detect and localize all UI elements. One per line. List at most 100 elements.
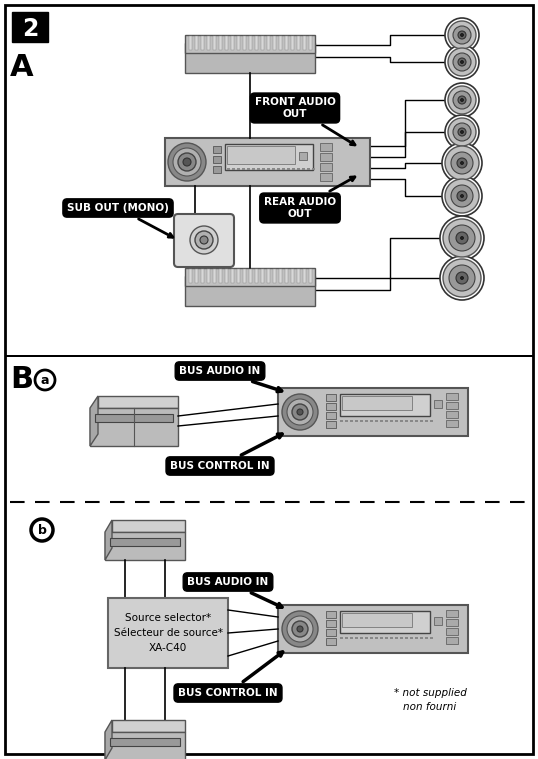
Circle shape	[457, 158, 467, 168]
Bar	[297, 269, 300, 283]
Bar	[415, 637, 418, 638]
FancyBboxPatch shape	[174, 214, 234, 267]
Circle shape	[195, 231, 213, 249]
Bar	[446, 411, 458, 418]
Bar	[410, 637, 413, 638]
Bar	[446, 610, 458, 617]
Bar	[390, 420, 393, 421]
Circle shape	[458, 128, 466, 136]
Bar	[227, 168, 230, 169]
Circle shape	[297, 409, 303, 415]
Bar	[297, 168, 300, 169]
Bar	[98, 396, 178, 408]
Bar	[320, 143, 332, 151]
Circle shape	[448, 118, 476, 146]
Bar	[395, 637, 398, 638]
Circle shape	[35, 370, 55, 390]
Bar	[105, 732, 185, 759]
Bar	[320, 163, 332, 171]
Circle shape	[458, 31, 466, 39]
Circle shape	[461, 33, 464, 36]
Text: Source selector*
Sélecteur de source*
XA-C40: Source selector* Sélecteur de source* XA…	[114, 613, 223, 653]
Bar	[5, 355, 533, 357]
Bar	[425, 637, 428, 638]
Bar	[252, 168, 255, 169]
Circle shape	[456, 232, 468, 244]
Bar	[326, 412, 336, 419]
Bar	[231, 269, 234, 283]
Bar	[165, 138, 370, 186]
Bar	[410, 420, 413, 421]
Circle shape	[453, 123, 471, 141]
Bar	[446, 420, 458, 427]
Bar	[285, 36, 288, 50]
Circle shape	[292, 621, 308, 637]
Bar	[434, 617, 442, 625]
Bar	[446, 619, 458, 626]
Text: b: b	[38, 524, 46, 537]
Bar	[279, 36, 282, 50]
Bar	[95, 414, 173, 422]
Bar	[326, 620, 336, 627]
Circle shape	[445, 18, 479, 52]
Circle shape	[31, 519, 53, 541]
Bar	[278, 388, 468, 436]
Bar	[380, 420, 383, 421]
Bar	[262, 168, 265, 169]
Bar	[255, 36, 258, 50]
Bar	[225, 36, 228, 50]
Bar	[415, 420, 418, 421]
Bar	[400, 420, 403, 421]
Bar	[365, 420, 368, 421]
Circle shape	[443, 219, 481, 257]
Bar	[345, 420, 348, 421]
Bar	[326, 638, 336, 645]
Circle shape	[287, 616, 313, 642]
Bar	[326, 421, 336, 428]
Bar	[273, 36, 276, 50]
Circle shape	[445, 115, 479, 149]
Circle shape	[457, 191, 467, 201]
Bar	[105, 532, 185, 560]
Bar	[425, 420, 428, 421]
Bar	[219, 269, 222, 283]
Bar	[225, 269, 228, 283]
Bar	[400, 637, 403, 638]
Text: A: A	[10, 53, 34, 83]
Bar	[213, 146, 221, 153]
Circle shape	[461, 61, 464, 64]
Bar	[247, 168, 250, 169]
Bar	[243, 269, 246, 283]
Bar	[299, 152, 307, 160]
Circle shape	[287, 399, 313, 425]
Bar	[385, 637, 388, 638]
Bar	[287, 168, 290, 169]
Bar	[243, 36, 246, 50]
Bar	[355, 420, 358, 421]
Circle shape	[190, 226, 218, 254]
Text: B: B	[10, 366, 33, 395]
Bar	[213, 166, 221, 173]
Bar	[360, 637, 363, 638]
Bar	[237, 36, 240, 50]
Bar	[213, 156, 221, 163]
Circle shape	[461, 276, 464, 279]
Bar	[446, 393, 458, 400]
Bar	[342, 396, 412, 410]
Bar	[292, 168, 295, 169]
Bar	[340, 394, 430, 416]
Circle shape	[461, 194, 464, 197]
Bar	[446, 402, 458, 409]
Bar	[303, 269, 306, 283]
Bar	[326, 403, 336, 410]
Bar	[350, 637, 353, 638]
Bar	[395, 420, 398, 421]
Circle shape	[445, 179, 479, 213]
Circle shape	[449, 265, 475, 291]
Bar	[320, 153, 332, 161]
Bar	[326, 611, 336, 618]
Bar	[207, 269, 210, 283]
Bar	[309, 36, 312, 50]
Bar	[279, 269, 282, 283]
Circle shape	[451, 152, 473, 174]
